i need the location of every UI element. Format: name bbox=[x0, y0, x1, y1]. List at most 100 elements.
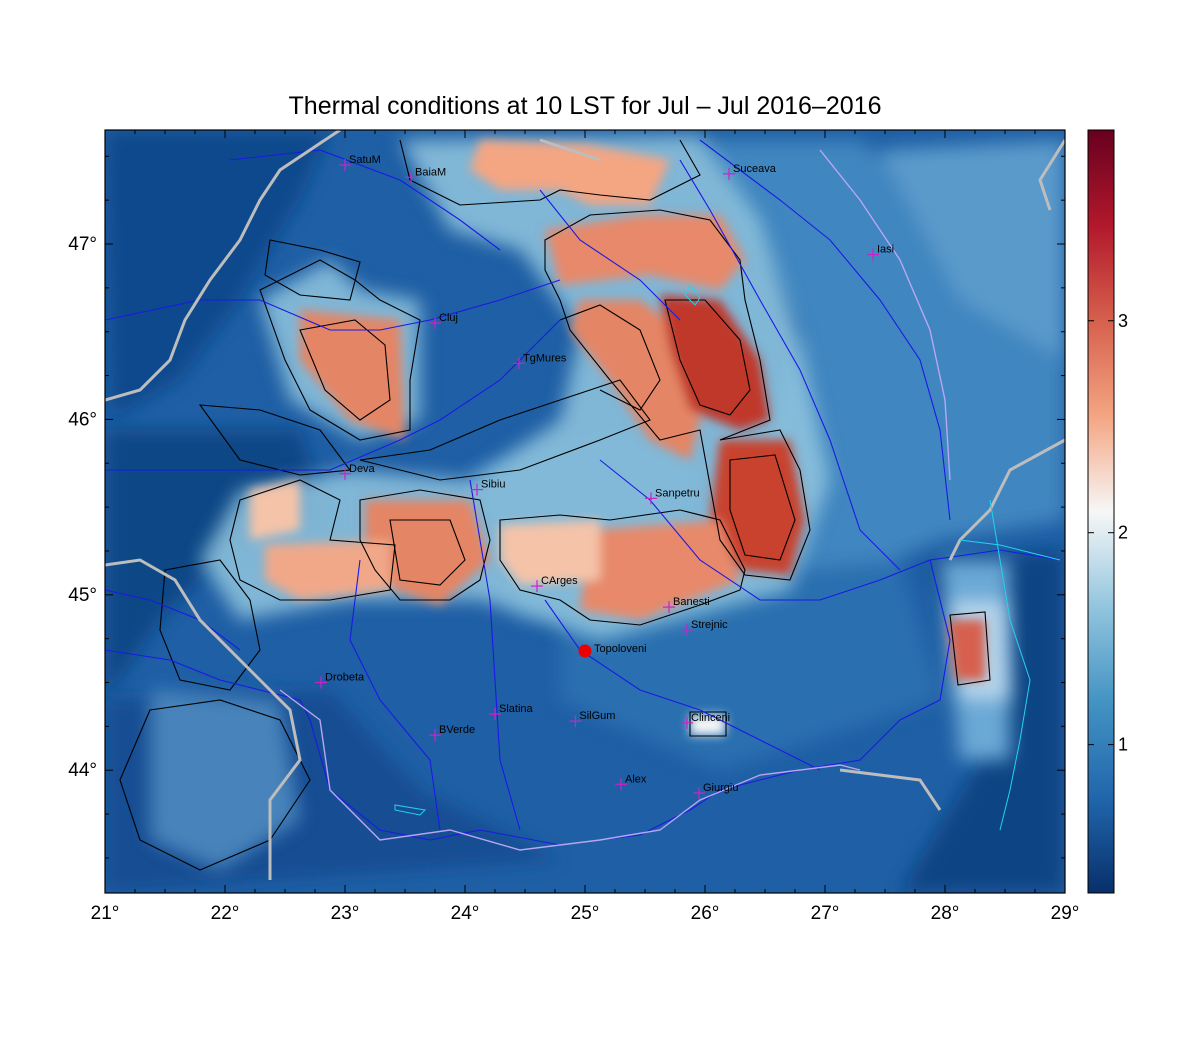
station-marker bbox=[429, 729, 441, 742]
hot-harghita bbox=[570, 300, 700, 460]
station-marker bbox=[339, 159, 351, 172]
station-label: Iasi bbox=[877, 244, 894, 256]
station-label: Strejnic bbox=[691, 619, 728, 631]
station-label: Sibiu bbox=[481, 479, 505, 491]
olt bbox=[469, 479, 521, 831]
contour-apuseni-inner bbox=[299, 319, 391, 421]
station-marker bbox=[663, 601, 675, 614]
station-label: Cluj bbox=[439, 312, 458, 324]
cold-nw bbox=[105, 130, 330, 420]
hot-macin bbox=[948, 620, 985, 680]
station-marker bbox=[681, 623, 693, 636]
lat-tick-label: 45° bbox=[68, 585, 97, 606]
coast-danube-border bbox=[279, 689, 861, 851]
somes-cris bbox=[105, 279, 561, 331]
contour-lines bbox=[119, 139, 991, 871]
lon-tick-label: 21° bbox=[91, 903, 120, 924]
lat-tick-label: 44° bbox=[68, 760, 97, 781]
bistrita bbox=[539, 189, 681, 321]
border-bulgaria-east bbox=[839, 768, 942, 811]
station-label: SilGum bbox=[579, 710, 615, 722]
timis bbox=[105, 589, 241, 651]
station-marker bbox=[315, 676, 327, 689]
black-sea-coast bbox=[989, 499, 1031, 831]
lake-bicaz bbox=[684, 284, 701, 306]
station-marker bbox=[723, 167, 735, 180]
contour-retezat bbox=[229, 479, 396, 601]
station-marker bbox=[693, 787, 705, 800]
axis-ticks: 21° 22° 23° 24° 25° 26° 27° 28° 29° 44° 45° 46° 47° bbox=[68, 130, 1079, 924]
station-label: CArges bbox=[541, 575, 578, 587]
border-serbia bbox=[105, 558, 302, 880]
lon-tick-label: 22° bbox=[211, 903, 240, 924]
station-marker bbox=[339, 467, 351, 480]
station-marker bbox=[569, 715, 582, 728]
buzau-ialomita bbox=[599, 459, 931, 601]
contour-bucharest bbox=[689, 711, 727, 737]
rivers bbox=[105, 139, 1061, 846]
contour-vrancea-inner bbox=[729, 454, 796, 561]
ne-plain bbox=[880, 140, 1065, 360]
halo-banat bbox=[150, 690, 300, 870]
lon-tick-label: 26° bbox=[691, 903, 720, 924]
prut bbox=[699, 139, 951, 521]
contour-tarnave bbox=[359, 379, 651, 481]
delta-lakes bbox=[959, 539, 1061, 561]
contour-south-east bbox=[499, 509, 746, 626]
station-marker bbox=[405, 171, 417, 184]
colorbar-tick-label: 2 bbox=[1118, 523, 1128, 543]
contour-fagaras-inner bbox=[389, 519, 466, 586]
highlight-station-label: Topoloveni bbox=[594, 643, 647, 655]
contour-mures-valley bbox=[198, 404, 352, 476]
station-marker bbox=[531, 580, 543, 593]
station-label: Clinceni bbox=[691, 712, 730, 724]
map-title: Thermal conditions at 10 LST for Jul – J… bbox=[288, 92, 882, 120]
hot-regions bbox=[250, 140, 985, 735]
border-ukraine-north bbox=[539, 138, 601, 162]
lon-tick-label: 25° bbox=[571, 903, 600, 924]
lon-tick-label: 28° bbox=[931, 903, 960, 924]
station-label: Alex bbox=[625, 773, 647, 785]
station-label: TgMures bbox=[523, 352, 567, 364]
station-marker bbox=[513, 357, 525, 370]
lat-tick-label: 47° bbox=[68, 234, 97, 255]
contour-maramures bbox=[399, 139, 701, 206]
contour-harghita-inner bbox=[559, 304, 661, 411]
station-marker bbox=[615, 778, 627, 791]
hot-calimani bbox=[545, 215, 745, 290]
station-label: Giurgiu bbox=[703, 782, 738, 794]
hot-bucegi bbox=[580, 520, 740, 620]
border-moldova-south bbox=[948, 438, 1065, 561]
station-label: SatuM bbox=[349, 154, 381, 166]
highlight-station-marker bbox=[578, 644, 592, 658]
station-marker bbox=[429, 316, 441, 329]
lon-tick-label: 27° bbox=[811, 903, 840, 924]
station-marker bbox=[471, 483, 483, 496]
station-label: Sanpetru bbox=[655, 487, 700, 499]
station-label: Deva bbox=[349, 463, 376, 475]
border-hungary bbox=[105, 130, 341, 402]
jiu bbox=[349, 559, 441, 831]
station-label: Slatina bbox=[499, 703, 534, 715]
arges bbox=[544, 599, 821, 771]
contour-fagaras bbox=[359, 489, 491, 601]
somes-upper bbox=[229, 149, 501, 251]
colorbar-tick-label: 3 bbox=[1118, 311, 1128, 331]
hot-poiana-rusca bbox=[250, 480, 300, 540]
contour-macin bbox=[949, 611, 991, 686]
station-label: Suceava bbox=[733, 163, 777, 175]
station-marker bbox=[681, 716, 693, 729]
lat-tick-label: 46° bbox=[68, 409, 97, 430]
field-layer bbox=[105, 130, 1065, 893]
contour-apuseni-north bbox=[264, 239, 361, 301]
contour-semenic bbox=[159, 559, 261, 691]
colorbar-bar bbox=[1087, 129, 1115, 894]
contour-apuseni bbox=[259, 259, 421, 441]
lakes bbox=[394, 284, 1061, 831]
lon-tick-label: 24° bbox=[451, 903, 480, 924]
hot-fagaras bbox=[365, 500, 490, 605]
colorbar-ticks: 1 2 3 bbox=[1088, 311, 1128, 755]
station-label: BaiaM bbox=[415, 166, 446, 178]
station-label: Banesti bbox=[673, 596, 710, 608]
